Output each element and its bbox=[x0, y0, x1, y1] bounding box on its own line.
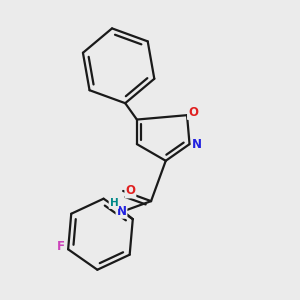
Text: O: O bbox=[188, 106, 198, 119]
Text: H: H bbox=[110, 198, 118, 208]
Text: O: O bbox=[125, 184, 135, 197]
Text: F: F bbox=[57, 240, 65, 253]
Text: N: N bbox=[192, 138, 202, 151]
Text: N: N bbox=[116, 205, 127, 218]
